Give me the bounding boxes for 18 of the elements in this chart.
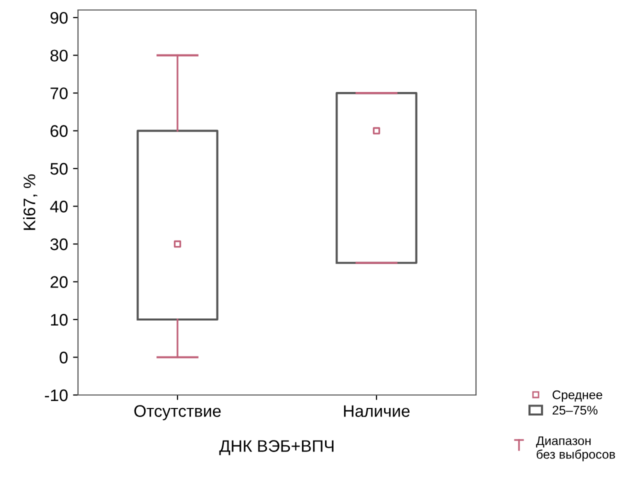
x-axis-title: ДНК ВЭБ+ВПЧ [219,440,334,456]
y-tick-label: 10 [51,314,68,326]
y-tick-label: 60 [50,125,68,137]
y-tick-label: 0 [60,352,68,364]
legend-label: 25–75% [552,406,598,415]
text: Диапазон без выбросов [536,436,616,462]
y-tick-label: -10 [44,389,68,402]
y-tick-label: 20 [50,276,68,288]
x-tick-label: Наличие [344,405,410,417]
y-tick-label: 70 [50,87,68,100]
legend-label: Среднее [552,390,602,402]
y-tick-label: 90 [50,12,68,24]
y-tick-label: 40 [50,200,68,212]
x-tick-label: Отсутствие [134,405,221,420]
y-tick-label: 50 [50,162,68,175]
y-axis-title: Ki67, % [23,174,38,230]
y-tick-label: 30 [50,238,68,250]
y-tick-label: 80 [50,50,68,62]
